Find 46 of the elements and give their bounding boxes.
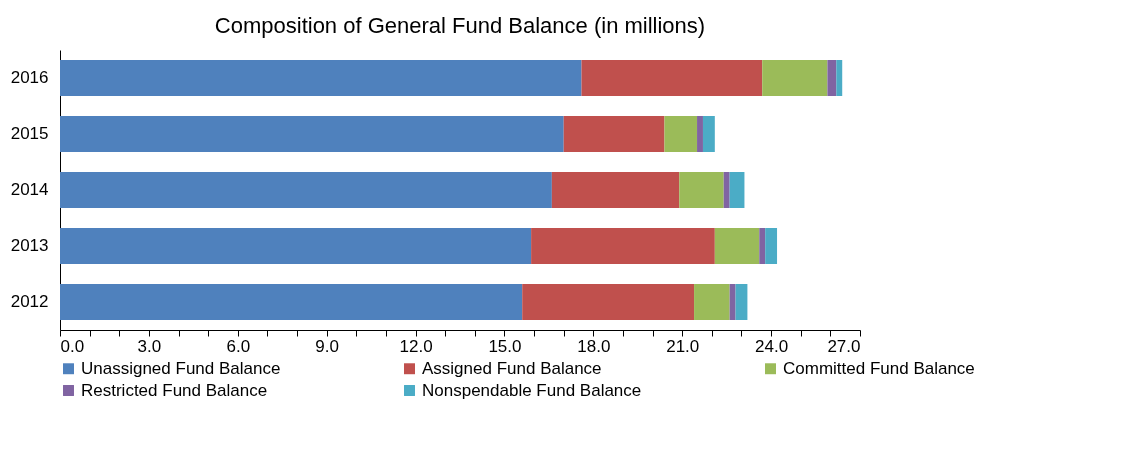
bar xyxy=(60,116,564,152)
bar xyxy=(729,172,745,208)
bar xyxy=(531,228,715,264)
y-tick-label: 2013 xyxy=(10,236,49,255)
y-tick-label: 2012 xyxy=(10,292,49,311)
x-tick-label: 3.0 xyxy=(137,336,162,356)
bar xyxy=(729,284,736,320)
bar xyxy=(60,228,532,264)
y-tick-label: 2015 xyxy=(10,124,49,143)
x-tick-label: 27.0 xyxy=(827,336,861,356)
legend-label: Restricted Fund Balance xyxy=(81,380,268,400)
bar xyxy=(60,60,582,96)
legend-label: Committed Fund Balance xyxy=(783,358,975,378)
bar xyxy=(735,284,748,320)
chart-title: Composition of General Fund Balance (in millions) xyxy=(214,13,706,38)
bar xyxy=(563,116,665,152)
bar xyxy=(836,60,843,96)
bar xyxy=(723,172,730,208)
bar xyxy=(551,172,680,208)
y-tick-label: 2016 xyxy=(10,68,49,87)
bar xyxy=(522,284,695,320)
x-tick-label: 12.0 xyxy=(399,336,433,356)
legend-label: Unassigned Fund Balance xyxy=(81,358,281,378)
x-tick-label: 0.0 xyxy=(60,336,85,356)
legend-label: Nonspendable Fund Balance xyxy=(422,380,642,400)
bar xyxy=(714,228,760,264)
bar xyxy=(664,116,698,152)
x-tick-label: 6.0 xyxy=(226,336,251,356)
bar xyxy=(60,172,552,208)
x-tick-label: 18.0 xyxy=(577,336,611,356)
x-tick-label: 21.0 xyxy=(666,336,700,356)
bar xyxy=(759,228,766,264)
bar xyxy=(60,284,523,320)
x-tick-label: 9.0 xyxy=(315,336,339,356)
bar xyxy=(694,284,730,320)
bar xyxy=(762,60,828,96)
bar xyxy=(697,116,703,152)
bar xyxy=(827,60,837,96)
bar xyxy=(765,228,778,264)
y-tick-label: 2014 xyxy=(10,180,49,199)
x-tick-label: 24.0 xyxy=(755,336,789,356)
bar xyxy=(679,172,724,208)
legend-label: Assigned Fund Balance xyxy=(422,358,602,378)
bar xyxy=(581,60,763,96)
x-tick-label: 15.0 xyxy=(488,336,522,356)
bar xyxy=(702,116,715,152)
